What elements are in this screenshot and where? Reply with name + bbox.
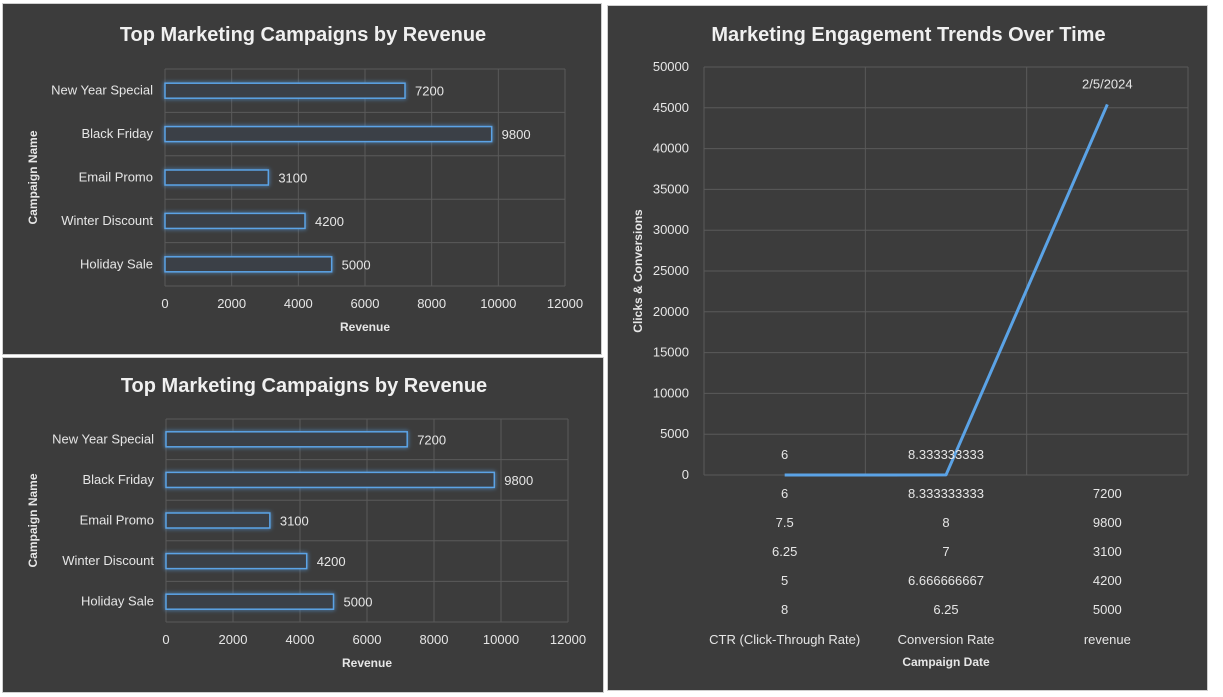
chart3-series-line bbox=[784, 103, 1109, 477]
chart2-x-tick-label: 12000 bbox=[550, 632, 586, 647]
chart3-table-cell: 6.25 bbox=[933, 602, 958, 617]
chart3-x-axis-title: Campaign Date bbox=[902, 655, 990, 669]
chart1-data-label: 7200 bbox=[415, 84, 444, 99]
chart2-category-label: Email Promo bbox=[80, 513, 154, 528]
chart1-x-tick-label: 6000 bbox=[351, 296, 380, 311]
chart1-data-label: 5000 bbox=[342, 257, 371, 272]
chart3-table-cell: 5 bbox=[781, 573, 788, 588]
chart2-data-label: 3100 bbox=[280, 514, 309, 529]
chart3-y-tick-label: 15000 bbox=[653, 345, 689, 360]
chart1-x-axis-title: Revenue bbox=[340, 320, 390, 334]
chart3-y-tick-label: 20000 bbox=[653, 304, 689, 319]
chart2-x-tick-label: 10000 bbox=[483, 632, 519, 647]
chart2-data-label: 7200 bbox=[417, 432, 446, 447]
chart1-data-label: 9800 bbox=[502, 127, 531, 142]
chart3-table-cell: 3100 bbox=[1093, 544, 1122, 559]
chart1-data-label: 4200 bbox=[315, 214, 344, 229]
chart3-y-tick-label: 35000 bbox=[653, 181, 689, 196]
chart1-x-tick-label: 12000 bbox=[547, 296, 583, 311]
chart3-table-cell: 7200 bbox=[1093, 486, 1122, 501]
chart2-x-tick-label: 6000 bbox=[353, 632, 382, 647]
chart2-bar bbox=[165, 593, 335, 610]
chart3-y-tick-label: 0 bbox=[682, 467, 689, 482]
chart2-data-label: 4200 bbox=[317, 554, 346, 569]
chart2-bar bbox=[165, 512, 271, 529]
chart2-category-label: Winter Discount bbox=[62, 553, 154, 568]
chart3-svg: Marketing Engagement Trends Over Time 0 50… bbox=[631, 24, 1189, 669]
chart2-data-label: 5000 bbox=[344, 595, 373, 610]
chart3-table-cell: 6.25 bbox=[772, 544, 797, 559]
chart3-y-tick-label: 50000 bbox=[653, 59, 689, 74]
chart3-point-label: 2/5/2024 bbox=[1082, 76, 1133, 91]
chart3-table-cell: 8 bbox=[781, 602, 788, 617]
chart1-bar bbox=[164, 212, 306, 230]
chart3-table-cell: 6 bbox=[781, 486, 788, 501]
chart3-category-label: Conversion Rate bbox=[898, 632, 995, 647]
chart3-table-cell: 8.333333333 bbox=[908, 486, 984, 501]
chart1-x-tick-label: 0 bbox=[161, 296, 168, 311]
chart3-table-cell: 7 bbox=[942, 544, 949, 559]
chart1-category-label: Holiday Sale bbox=[80, 256, 153, 271]
chart2-x-axis-title: Revenue bbox=[342, 656, 392, 670]
chart1-bar bbox=[164, 256, 333, 273]
chart1-x-tick-label: 4000 bbox=[284, 296, 313, 311]
chart3-y-axis-title: Clicks & Conversions bbox=[631, 209, 645, 333]
chart3-table-cell: 5000 bbox=[1093, 602, 1122, 617]
chart2-category-label: Black Friday bbox=[82, 472, 154, 487]
chart2-bar bbox=[165, 552, 308, 570]
chart3-y-tick-label: 10000 bbox=[653, 385, 689, 400]
chart3-table-cell: 6.666666667 bbox=[908, 573, 984, 588]
chart3-table-cell: 4200 bbox=[1093, 573, 1122, 588]
chart1-category-label: Winter Discount bbox=[61, 213, 153, 228]
chart1-category-label: New Year Special bbox=[51, 83, 153, 98]
chart1-x-tick-label: 2000 bbox=[217, 296, 246, 311]
chart2-svg: Top Marketing Campaigns by Revenue 0 2000 4… bbox=[26, 375, 586, 670]
revenue-bar-chart-panel-1: Top Marketing Campaigns by Revenue 0 2000 4… bbox=[2, 3, 602, 355]
chart3-point-label: 8.333333333 bbox=[908, 447, 984, 462]
chart3-y-tick-label: 30000 bbox=[653, 222, 689, 237]
chart1-category-label: Email Promo bbox=[79, 170, 153, 185]
chart1-bar bbox=[164, 82, 406, 99]
chart2-category-label: Holiday Sale bbox=[81, 594, 154, 609]
chart2-x-tick-label: 0 bbox=[162, 632, 169, 647]
chart2-x-tick-label: 4000 bbox=[286, 632, 315, 647]
revenue-bar-chart-panel-2: Top Marketing Campaigns by Revenue 0 2000 4… bbox=[2, 357, 604, 693]
chart1-data-label: 3100 bbox=[278, 171, 307, 186]
chart2-x-tick-label: 8000 bbox=[420, 632, 449, 647]
chart3-y-tick-label: 45000 bbox=[653, 100, 689, 115]
chart1-x-tick-label: 10000 bbox=[480, 296, 516, 311]
chart2-bar bbox=[165, 431, 408, 448]
chart3-point-label: 6 bbox=[781, 447, 788, 462]
chart3-category-label: revenue bbox=[1084, 632, 1131, 647]
chart3-y-tick-label: 5000 bbox=[660, 426, 689, 441]
chart3-table-cell: 9800 bbox=[1093, 515, 1122, 530]
chart2-y-axis-title: Campaign Name bbox=[26, 473, 40, 567]
chart1-y-axis-title: Campaign Name bbox=[26, 130, 40, 224]
chart3-table-cell: 8 bbox=[942, 515, 949, 530]
chart2-bar bbox=[165, 471, 496, 489]
chart1-title: Top Marketing Campaigns by Revenue bbox=[120, 24, 486, 46]
chart3-title: Marketing Engagement Trends Over Time bbox=[711, 24, 1105, 46]
chart1-svg: Top Marketing Campaigns by Revenue 0 2000 4… bbox=[26, 24, 583, 334]
chart2-x-tick-label: 2000 bbox=[219, 632, 248, 647]
chart2-data-label: 9800 bbox=[504, 473, 533, 488]
chart3-y-tick-label: 40000 bbox=[653, 141, 689, 156]
chart1-category-label: Black Friday bbox=[81, 126, 153, 141]
chart2-title: Top Marketing Campaigns by Revenue bbox=[121, 375, 487, 397]
chart3-y-tick-label: 25000 bbox=[653, 263, 689, 278]
chart1-x-tick-label: 8000 bbox=[417, 296, 446, 311]
engagement-line-chart-panel: Marketing Engagement Trends Over Time 0 50… bbox=[607, 5, 1208, 691]
chart1-bar bbox=[164, 125, 493, 143]
chart2-category-label: New Year Special bbox=[52, 431, 154, 446]
chart3-category-label: CTR (Click-Through Rate) bbox=[709, 632, 860, 647]
chart1-bar bbox=[164, 169, 270, 186]
chart3-table-cell: 7.5 bbox=[776, 515, 794, 530]
